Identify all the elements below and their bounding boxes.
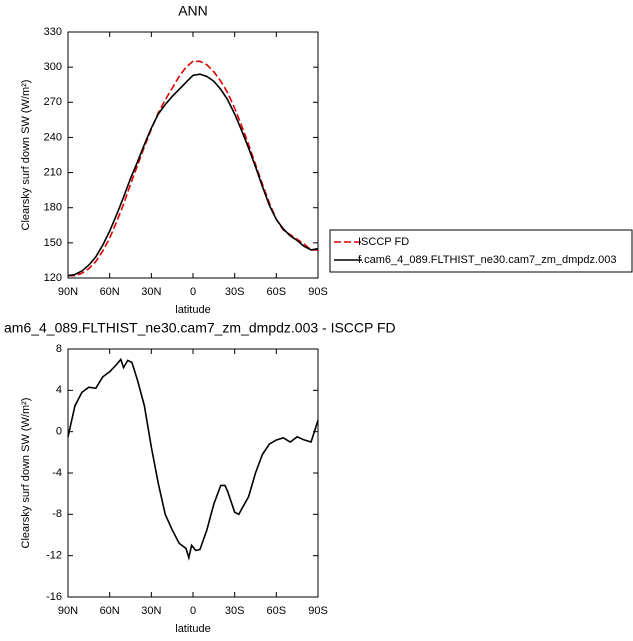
y-tick-label: 240 [44, 131, 62, 143]
y-tick-label: 4 [56, 384, 62, 396]
x-axis-label: latitude [175, 623, 210, 635]
x-tick-label: 30S [225, 286, 245, 298]
y-axis-label: Clearsky surf down SW (W/m²) [20, 80, 32, 231]
y-tick-label: 210 [44, 166, 62, 178]
x-tick-label: 60N [100, 286, 120, 298]
chart-title: am6_4_089.FLTHIST_ne30.cam7_zm_dmpdz.003… [4, 320, 396, 336]
x-tick-label: 90N [58, 605, 78, 617]
y-tick-label: -12 [46, 550, 62, 562]
plot-frame [67, 31, 319, 279]
series-line [67, 357, 319, 561]
x-tick-label: 0 [190, 286, 196, 298]
y-tick-label: 270 [44, 96, 62, 108]
legend-box [329, 229, 633, 273]
plot-frame [67, 348, 319, 598]
y-tick-label: -8 [52, 508, 62, 520]
y-tick-label: 150 [44, 237, 62, 249]
series-line [67, 73, 319, 277]
y-tick-label: 8 [56, 343, 62, 355]
legend-label: ISCCP FD [358, 236, 409, 248]
y-tick-label: 0 [56, 426, 62, 438]
legend-label: f.cam6_4_089.FLTHIST_ne30.cam7_zm_dmpdz.… [358, 254, 616, 266]
y-axis-label: Clearsky surf down SW (W/m²) [20, 398, 32, 549]
y-tick-label: 300 [44, 61, 62, 73]
y-tick-label: -4 [52, 467, 62, 479]
x-tick-label: 90S [308, 286, 328, 298]
y-tick-label: 330 [44, 26, 62, 38]
chart-title: ANN [178, 3, 208, 19]
x-tick-label: 30S [225, 605, 245, 617]
y-tick-label: -16 [46, 591, 62, 603]
y-tick-label: 120 [44, 272, 62, 284]
x-tick-label: 30N [141, 605, 161, 617]
x-tick-label: 60S [267, 605, 287, 617]
x-tick-label: 60N [100, 605, 120, 617]
x-tick-label: 30N [141, 286, 161, 298]
series-line [68, 60, 318, 277]
x-axis-label: latitude [175, 304, 210, 316]
y-tick-label: 180 [44, 202, 62, 214]
x-tick-label: 60S [267, 286, 287, 298]
x-tick-label: 90N [58, 286, 78, 298]
x-tick-label: 0 [190, 605, 196, 617]
x-tick-label: 90S [308, 605, 328, 617]
